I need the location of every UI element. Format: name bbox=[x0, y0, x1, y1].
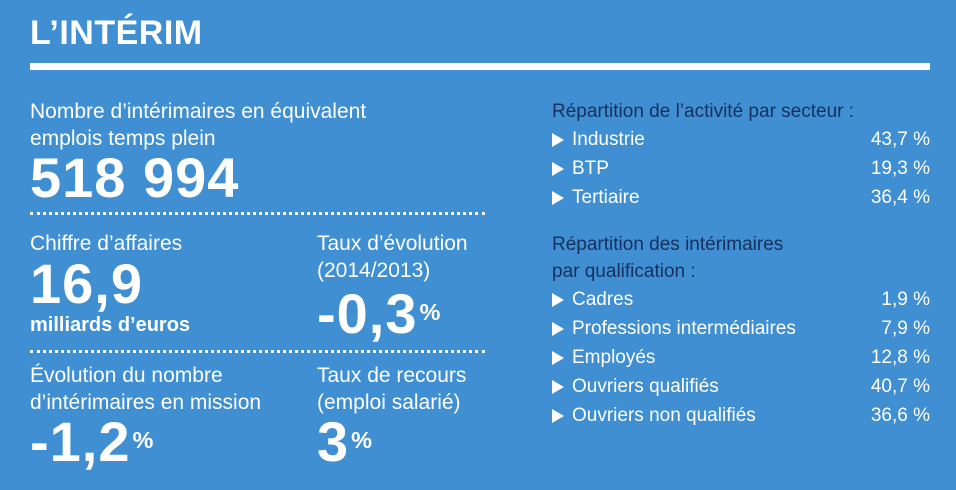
headcount-value: 518 994 bbox=[30, 146, 240, 209]
growth-percent-sign: % bbox=[419, 299, 442, 325]
qualification-value: 36,6 % bbox=[870, 404, 930, 426]
sector-label: Tertiaire bbox=[572, 186, 640, 208]
growth-label-line-1: Taux d’évolution bbox=[317, 232, 468, 255]
triangle-bullet-icon bbox=[552, 350, 564, 365]
triangle-bullet-icon bbox=[552, 292, 564, 307]
revenue-value: 16,9 bbox=[30, 252, 143, 315]
headcount-label: Nombre d’intérimaires en équivalent empl… bbox=[30, 98, 366, 152]
sector-label: Industrie bbox=[572, 128, 645, 150]
growth-value-number: -0,3 bbox=[317, 282, 418, 345]
growth-value: -0,3% bbox=[317, 284, 441, 344]
triangle-bullet-icon bbox=[552, 321, 564, 336]
sectors-list: Industrie 43,7 % BTP 19,3 % Tertiaire 36… bbox=[552, 125, 930, 212]
qualification-label: Cadres bbox=[572, 288, 634, 310]
qualification-value: 40,7 % bbox=[870, 375, 930, 397]
evolution-percent-sign: % bbox=[132, 427, 155, 453]
revenue-label: Chiffre d’affaires bbox=[30, 232, 183, 255]
evolution-label-line-2: d’intérimaires en mission bbox=[30, 391, 262, 414]
headcount-label-line-1: Nombre d’intérimaires en équivalent bbox=[30, 100, 367, 123]
triangle-bullet-icon bbox=[552, 408, 564, 423]
qualifications-heading-line-2: par qualification : bbox=[552, 261, 696, 282]
evolution-label: Évolution du nombre d’intérimaires en mi… bbox=[30, 362, 261, 416]
recourse-percent-sign: % bbox=[351, 427, 374, 453]
sector-value: 19,3 % bbox=[870, 157, 930, 179]
triangle-bullet-icon bbox=[552, 190, 564, 205]
list-item: Cadres 1,9 % bbox=[552, 285, 930, 314]
qualification-value: 12,8 % bbox=[870, 346, 930, 368]
qualification-value: 7,9 % bbox=[881, 317, 930, 339]
triangle-bullet-icon bbox=[552, 161, 564, 176]
triangle-bullet-icon bbox=[552, 132, 564, 147]
recourse-value-number: 3 bbox=[317, 410, 350, 473]
evolution-value: -1,2% bbox=[30, 412, 154, 472]
list-item: Ouvriers non qualifiés 36,6 % bbox=[552, 401, 930, 430]
list-item: Tertiaire 36,4 % bbox=[552, 183, 930, 212]
list-item: Ouvriers qualifiés 40,7 % bbox=[552, 372, 930, 401]
list-item: BTP 19,3 % bbox=[552, 154, 930, 183]
qualification-label: Employés bbox=[572, 346, 656, 368]
evolution-value-number: -1,2 bbox=[30, 410, 131, 473]
triangle-bullet-icon bbox=[552, 379, 564, 394]
qualifications-heading: Répartition des intérimaires par qualifi… bbox=[552, 231, 783, 285]
list-item: Employés 12,8 % bbox=[552, 343, 930, 372]
qualification-value: 1,9 % bbox=[881, 288, 930, 310]
recourse-label: Taux de recours (emploi salarié) bbox=[317, 362, 466, 416]
qualification-label: Ouvriers non qualifiés bbox=[572, 404, 756, 426]
list-item: Professions intermédiaires 7,9 % bbox=[552, 314, 930, 343]
sector-value: 36,4 % bbox=[870, 186, 930, 208]
recourse-label-line-1: Taux de recours bbox=[317, 364, 467, 387]
qualification-label: Professions intermédiaires bbox=[572, 317, 796, 339]
revenue-unit: milliards d’euros bbox=[30, 314, 191, 336]
qualifications-heading-line-1: Répartition des intérimaires bbox=[552, 234, 784, 255]
headcount-label-line-2: emplois temps plein bbox=[30, 127, 216, 150]
growth-label-line-2: (2014/2013) bbox=[317, 259, 431, 282]
sectors-heading: Répartition de l’activité par secteur : bbox=[552, 101, 855, 122]
list-item: Industrie 43,7 % bbox=[552, 125, 930, 154]
qualifications-list: Cadres 1,9 % Professions intermédiaires … bbox=[552, 285, 930, 430]
recourse-value: 3% bbox=[317, 412, 373, 472]
page-title: L’INTÉRIM bbox=[30, 14, 203, 52]
divider-1 bbox=[30, 212, 485, 215]
divider-2 bbox=[30, 350, 485, 353]
growth-label: Taux d’évolution (2014/2013) bbox=[317, 230, 468, 284]
qualification-label: Ouvriers qualifiés bbox=[572, 375, 719, 397]
evolution-label-line-1: Évolution du nombre bbox=[30, 364, 223, 387]
title-rule bbox=[30, 63, 930, 70]
recourse-label-line-2: (emploi salarié) bbox=[317, 391, 461, 414]
sector-label: BTP bbox=[572, 157, 609, 179]
sector-value: 43,7 % bbox=[870, 128, 930, 150]
